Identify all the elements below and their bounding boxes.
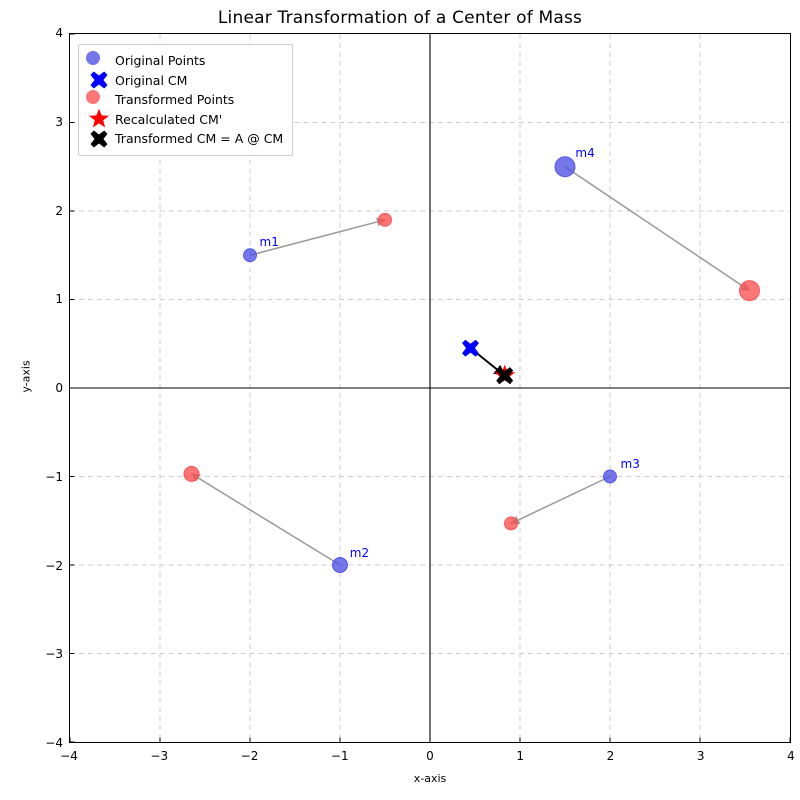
- y-tick-label: −3: [45, 647, 63, 662]
- y-tick-label: −4: [45, 736, 63, 750]
- y-axis-label: y-axis: [19, 360, 33, 393]
- page-title: Linear Transformation of a Center of Mas…: [217, 8, 583, 28]
- x-tick-label: 0: [426, 749, 434, 763]
- y-tick-label: 1: [55, 292, 63, 307]
- x-tick-label: −1: [330, 749, 349, 763]
- point-label: m3: [620, 456, 640, 471]
- transformation-arrow: [564, 166, 751, 292]
- point-label: m1: [259, 234, 279, 249]
- transformation-arrow: [510, 475, 611, 525]
- legend-marker-icon: [86, 109, 112, 129]
- data-point-marker: [496, 367, 514, 385]
- legend-item-label: Original CM: [115, 72, 188, 88]
- y-tick-label: −2: [45, 558, 63, 573]
- data-point-marker: [739, 280, 760, 302]
- x-tick-label: −4: [60, 749, 78, 763]
- data-point-marker: [332, 557, 348, 573]
- legend-item: Transformed CM = A @ CM: [86, 129, 283, 149]
- x-tick-label: 3: [696, 749, 705, 763]
- point-label: m4: [575, 146, 595, 161]
- legend-item-label: Transformed CM = A @ CM: [115, 131, 284, 147]
- x-tick-label: −2: [240, 749, 259, 763]
- data-point-marker: [462, 339, 479, 357]
- x-tick-label: −3: [150, 749, 169, 763]
- x-tick-label: 4: [787, 749, 795, 763]
- x-tick-label: 2: [606, 749, 615, 763]
- legend-item: Original CM: [86, 71, 283, 91]
- data-markers: [183, 156, 760, 573]
- data-point-marker: [378, 212, 392, 227]
- y-tick-label: 3: [55, 114, 63, 129]
- data-point-marker: [603, 469, 617, 484]
- x-tick-label: 1: [516, 749, 525, 763]
- legend-marker-icon: [86, 71, 112, 90]
- y-tick-label: −1: [45, 469, 63, 484]
- axis-ticks: [69, 33, 791, 743]
- legend-item-label: Original Points: [115, 53, 206, 69]
- data-point-marker: [554, 156, 576, 178]
- legend: Original Points Original CM Transformed Po…: [78, 44, 294, 156]
- legend-marker-icon: [86, 51, 112, 70]
- legend-item: Recalculated CM': [86, 109, 283, 130]
- zero-axis-lines: [70, 34, 790, 742]
- legend-marker-icon: [86, 129, 112, 148]
- transformation-arrow: [190, 473, 341, 566]
- y-tick-label: 2: [55, 203, 63, 218]
- x-axis-label: x-axis: [413, 772, 447, 785]
- legend-item-label: Recalculated CM': [115, 111, 223, 127]
- y-tick-label: 0: [55, 381, 63, 395]
- legend-item-label: Transformed Points: [115, 92, 235, 108]
- y-tick-label: 4: [55, 26, 63, 40]
- legend-item: Transformed Points: [86, 90, 283, 110]
- data-point-marker: [504, 516, 518, 531]
- data-point-marker: [183, 465, 200, 482]
- transformation-arrow: [249, 217, 386, 256]
- point-label: m2: [349, 545, 370, 560]
- legend-item: Original Points: [86, 51, 283, 71]
- data-point-marker: [243, 248, 257, 263]
- legend-marker-icon: [86, 90, 112, 109]
- transformation-arrows: [190, 166, 751, 566]
